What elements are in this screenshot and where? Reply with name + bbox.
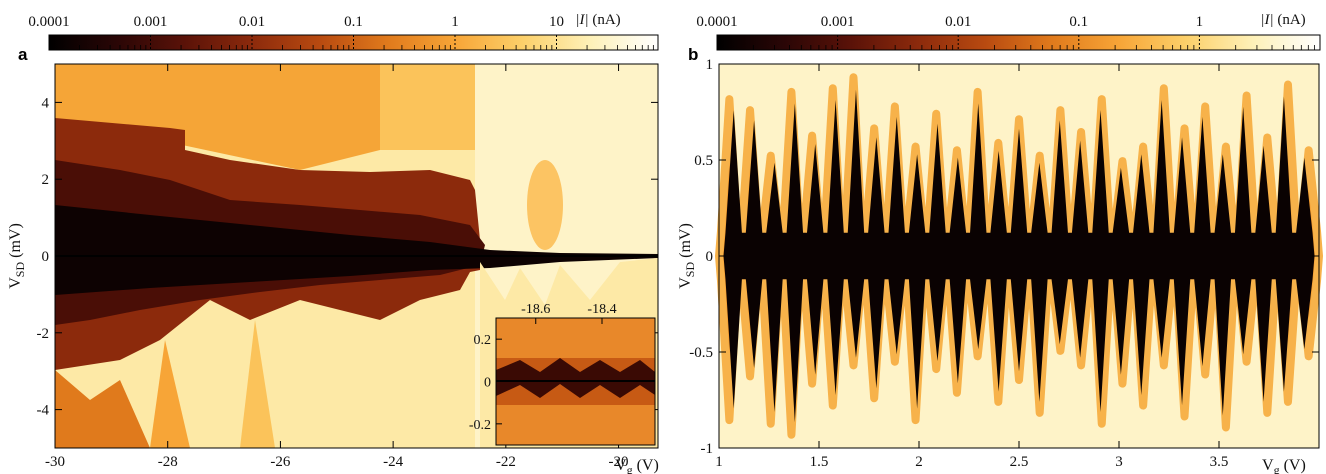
heatmap-a: [55, 64, 658, 448]
colorbar-tick-label: 0.1: [344, 14, 363, 30]
inset-a: -18.6 -18.4 0.2 0 -0.2: [469, 302, 656, 446]
colorbar-b: [717, 35, 1320, 50]
axis-a-xtick-label: -28: [158, 454, 178, 470]
colorbar-a: [49, 35, 658, 50]
inset-xtick-label: -18.6: [521, 302, 550, 317]
heatmap-b: [715, 64, 1323, 448]
axis-a-ytick-label: 4: [42, 95, 50, 111]
colorbar-a-ticks: 0.0001 0.001 0.01 0.1 1 10: [28, 14, 654, 50]
axis-b-ytick-label: 0: [706, 249, 714, 265]
inset-a-upper: [496, 318, 655, 358]
colorbar-tick-label: 0.1: [1069, 14, 1088, 30]
inset-a-lower: [496, 405, 655, 445]
axis-a-ytick-label: -2: [37, 326, 50, 342]
axis-a-ytick-label: 0: [42, 249, 50, 265]
axis-b-ytick-label: 1: [706, 57, 714, 73]
inset-ytick-label: 0: [484, 376, 491, 391]
colorbar-b-ticks: 0.0001 0.001 0.01 0.1 1: [696, 14, 1315, 50]
axes-b: 1 1.5 2 2.5 3 3.5 1 0.5 0 -0.5 -1: [689, 57, 1319, 470]
region-a-spike-1: [150, 340, 190, 448]
axis-b-xtick-label: 2.5: [1010, 454, 1029, 470]
axis-b-ytick-label: -0.5: [689, 345, 713, 361]
axis-a-ytick-label: -4: [37, 403, 50, 419]
colorbar-tick-label: 1: [451, 14, 459, 30]
axis-b-xtick-label: 1.5: [810, 454, 829, 470]
ylabel-b: VSD (mV): [677, 223, 697, 289]
inset-ytick-label: 0.2: [474, 333, 492, 348]
colorbar-tick-label: 0.0001: [696, 14, 737, 30]
axis-a-xtick-label: -30: [45, 454, 65, 470]
xlabel-a: Vg (V): [615, 457, 659, 474]
colorbar-tick-label: 0.01: [239, 14, 265, 30]
axis-a-xtick-label: -22: [496, 454, 516, 470]
region-a-bright-spot: [527, 160, 563, 250]
panel-a: 0.0001 0.001 0.01 0.1 1 10 |I| (nA) a -30 -28 -…: [7, 12, 659, 474]
region-a-upper-light: [380, 64, 475, 150]
axis-b-xtick-label: 1: [715, 454, 723, 470]
panel-letter-b: b: [688, 45, 698, 64]
colorbar-tick-label: 0.01: [945, 14, 971, 30]
colorbar-tick-label: 1: [1196, 14, 1204, 30]
inset-a-dark-band: [496, 358, 655, 398]
axis-b-ytick-label: 0.5: [694, 153, 713, 169]
colorbar-tick-label: 0.001: [134, 14, 168, 30]
axis-a-xtick-label: -26: [270, 454, 290, 470]
colorbar-b-frame: [716, 34, 1321, 51]
xlabel-b: Vg (V): [1262, 457, 1306, 474]
diamond-core: [723, 89, 1315, 423]
inset-xtick-label: -18.4: [587, 302, 616, 317]
panel-b: 0.0001 0.001 0.01 0.1 1 |I| (nA) b 1 1.5 2 2.5 3…: [677, 12, 1323, 474]
axis-b-xtick-label: 3.5: [1210, 454, 1229, 470]
colorbar-a-label: |I| (nA): [575, 12, 620, 28]
colorbar-tick-label: 10: [549, 14, 564, 30]
region-a-lower-left: [55, 370, 150, 448]
axis-b-xtick-label: 2: [915, 454, 923, 470]
axis-a-xtick-label: -24: [383, 454, 403, 470]
inset-a-axes: -18.6 -18.4 0.2 0 -0.2: [469, 302, 617, 433]
ylabel-a: VSD (mV): [7, 223, 27, 289]
colorbar-b-label: |I| (nA): [1260, 12, 1305, 28]
axis-b-ytick-label: -1: [701, 441, 714, 457]
inset-ytick-label: -0.2: [469, 418, 491, 433]
region-a-black-gap: [55, 205, 658, 295]
axis-a-xtick-label: -20: [609, 454, 629, 470]
axis-b-xtick-label: 3: [1115, 454, 1123, 470]
region-a-spike-2: [240, 320, 275, 448]
colorbar-tick-label: 0.001: [821, 14, 855, 30]
region-a-upper-orange: [55, 64, 470, 170]
panel-letter-a: a: [18, 45, 28, 64]
axis-a-ytick-label: 2: [42, 172, 50, 188]
colorbar-tick-label: 0.0001: [28, 14, 69, 30]
